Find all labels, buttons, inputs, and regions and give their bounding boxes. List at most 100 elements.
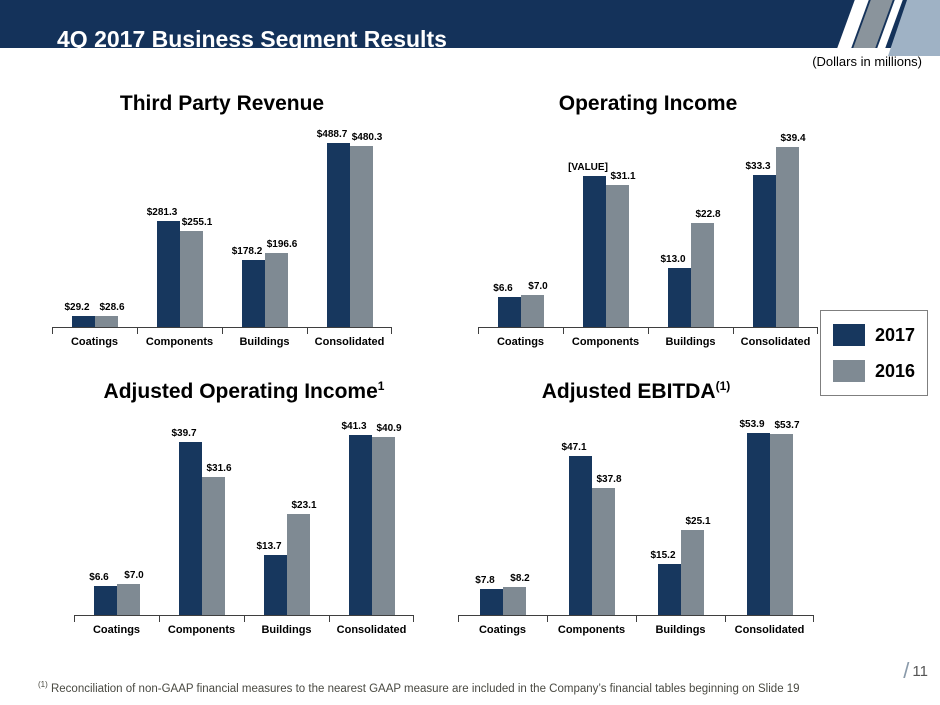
- bar-slot: $480.3: [349, 132, 382, 327]
- bar-2016-buildings: [286, 514, 310, 615]
- bar-slot: $22.8: [690, 135, 721, 327]
- bar-value-label: $6.6: [493, 283, 513, 294]
- bar-slot: $31.6: [201, 423, 232, 615]
- category-label: Buildings: [261, 624, 312, 636]
- bar-value-label: $281.3: [146, 207, 178, 218]
- chart-category-labels: Coatings Components Buildings Consolidated: [478, 331, 818, 348]
- bar-value-label: $178.2: [231, 246, 263, 257]
- bar-group: $33.3 $39.4: [733, 133, 818, 327]
- bar-group: $47.1 $37.8: [547, 423, 636, 615]
- legend-swatch-2016: [833, 360, 865, 382]
- chart-title-sup: (1): [715, 379, 731, 394]
- bar-2017-components: [568, 456, 592, 615]
- bar-value-label: $7.0: [528, 281, 548, 292]
- legend: 2017 2016: [820, 310, 928, 396]
- category-label: Buildings: [655, 624, 706, 636]
- bar-2017-components: [582, 176, 606, 327]
- bar-slot: $255.1: [179, 135, 212, 327]
- bar-slot: $196.6: [264, 135, 297, 327]
- bar-2016-coatings: [94, 316, 118, 327]
- bar-value-label: $29.2: [64, 302, 90, 313]
- legend-item-2017: 2017: [833, 324, 915, 346]
- bar-value-label: $28.6: [99, 302, 125, 313]
- bar-group: [VALUE] $31.1: [563, 135, 648, 327]
- bar-2016-buildings: [680, 530, 704, 615]
- category-label: Consolidated: [734, 624, 805, 636]
- bar-2017-coatings: [497, 297, 521, 327]
- bar-value-label: $39.7: [171, 428, 197, 439]
- axis-tick: [478, 328, 479, 334]
- bar-group: $13.0 $22.8: [648, 135, 733, 327]
- bar-2017-consolidated: [746, 433, 770, 615]
- bar-slot: $39.4: [775, 133, 806, 327]
- bar-2016-coatings: [116, 584, 140, 615]
- bar-2016-coatings: [502, 587, 526, 615]
- bar-value-label: $25.1: [685, 516, 711, 527]
- bar-slot: $488.7: [317, 129, 350, 327]
- slide-title: 4Q 2017 Business Segment Results: [57, 26, 447, 53]
- bar-slot: $23.1: [286, 423, 317, 615]
- bar-value-label: [VALUE]: [568, 162, 608, 173]
- axis-tick: [817, 328, 818, 334]
- axis-tick: [52, 328, 53, 334]
- bar-group: $29.2 $28.6: [52, 135, 137, 327]
- bar-group: $6.6 $7.0: [74, 423, 159, 615]
- bar-group: $488.7 $480.3: [307, 129, 392, 327]
- bar-group: $178.2 $196.6: [222, 135, 307, 327]
- bar-2016-consolidated: [775, 147, 799, 327]
- bar-slot: $281.3: [147, 135, 180, 327]
- bar-group: $53.9 $53.7: [725, 419, 814, 615]
- bar-slot: $33.3: [745, 135, 776, 327]
- bar-slot: $29.2: [64, 135, 95, 327]
- bar-2016-components: [201, 477, 225, 615]
- bar-2016-consolidated: [349, 146, 373, 327]
- bar-value-label: $6.6: [89, 572, 109, 583]
- bar-2016-components: [179, 231, 203, 327]
- axis-tick: [74, 616, 75, 622]
- bar-value-label: $7.8: [475, 575, 495, 586]
- chart-title-text: Adjusted EBITDA: [541, 380, 716, 404]
- bar-slot: $7.0: [116, 423, 144, 615]
- bar-group: $6.6 $7.0: [478, 135, 563, 327]
- bar-2017-buildings: [657, 564, 681, 615]
- chart-category-labels: Coatings Components Buildings Consolidated: [74, 619, 414, 636]
- bar-value-label: $488.7: [316, 129, 348, 140]
- page-slash-icon: /: [903, 658, 910, 683]
- category-label: Buildings: [239, 336, 290, 348]
- bar-2017-components: [156, 221, 180, 327]
- axis-tick: [159, 616, 160, 622]
- bar-slot: $47.1: [561, 423, 592, 615]
- axis-tick: [813, 616, 814, 622]
- bar-2016-components: [605, 185, 629, 327]
- bar-slot: $7.0: [520, 135, 548, 327]
- bar-2017-buildings: [263, 555, 287, 615]
- category-label: Coatings: [496, 336, 545, 348]
- category-label: Components: [557, 624, 626, 636]
- axis-tick: [413, 616, 414, 622]
- axis-tick: [329, 616, 330, 622]
- axis-tick: [547, 616, 548, 622]
- category-label: Components: [571, 336, 640, 348]
- bar-slot: $41.3: [341, 421, 372, 615]
- bar-slot: $53.7: [769, 420, 800, 615]
- bar-value-label: $480.3: [351, 132, 383, 143]
- bar-group: $7.8 $8.2: [458, 423, 547, 615]
- bar-2017-consolidated: [348, 435, 372, 615]
- category-label: Components: [167, 624, 236, 636]
- bar-value-label: $196.6: [266, 239, 298, 250]
- bar-value-label: $8.2: [510, 573, 530, 584]
- bar-slot: $28.6: [94, 135, 125, 327]
- bar-slot: $13.7: [256, 423, 287, 615]
- bar-group: $13.7 $23.1: [244, 423, 329, 615]
- bar-slot: $13.0: [660, 135, 691, 327]
- units-note: (Dollars in millions): [812, 54, 922, 69]
- bar-2016-components: [591, 488, 615, 615]
- bar-slot: $8.2: [502, 423, 530, 615]
- bar-value-label: $255.1: [181, 217, 213, 228]
- bar-slot: $7.8: [475, 423, 503, 615]
- axis-tick: [648, 328, 649, 334]
- axis-tick: [307, 328, 308, 334]
- footnote-text: Reconciliation of non-GAAP financial mea…: [50, 682, 800, 695]
- chart-title: Operating Income: [448, 91, 848, 116]
- bar-value-label: $13.0: [660, 254, 686, 265]
